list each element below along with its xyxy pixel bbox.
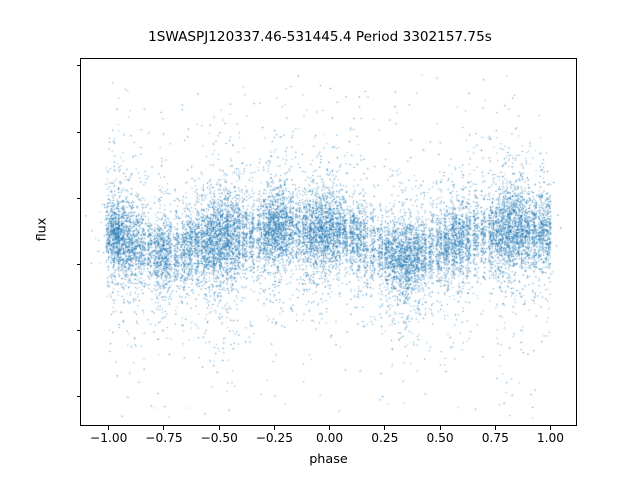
page-title: 1SWASPJ120337.46-531445.4 Period 3302157… — [148, 29, 492, 45]
y-tick-mark — [76, 65, 81, 67]
x-tick-mark — [329, 426, 331, 430]
x-tick-mark — [218, 426, 220, 430]
x-tick-mark — [163, 426, 165, 430]
x-tick-mark — [550, 426, 551, 430]
y-tick-mark — [76, 131, 81, 133]
x-tick-label: 1.00 — [536, 431, 565, 445]
x-tick-label: −1.00 — [90, 431, 128, 445]
y-axis-label: flux — [34, 217, 50, 242]
x-tick-label: −0.25 — [255, 431, 294, 445]
y-tick-mark — [76, 264, 81, 265]
y-tick-mark — [76, 396, 81, 398]
x-tick-mark — [384, 426, 386, 430]
x-tick-label: −0.50 — [200, 431, 238, 445]
x-axis-label: phase — [309, 452, 348, 467]
x-tick-label: 0.50 — [426, 431, 454, 445]
y-tick-mark — [76, 330, 81, 332]
y-tick-mark — [76, 197, 81, 199]
x-tick-label: 0.25 — [371, 431, 399, 445]
scatter-plot-canvas — [81, 59, 576, 425]
x-tick-mark — [439, 426, 441, 430]
plot-axes-frame — [80, 58, 577, 426]
x-tick-mark — [273, 426, 275, 430]
x-tick-label: 0.75 — [481, 431, 509, 445]
x-tick-mark — [494, 426, 496, 430]
x-tick-label: 0.00 — [316, 431, 344, 445]
x-tick-label: −0.75 — [145, 431, 183, 445]
x-tick-mark — [108, 426, 110, 430]
